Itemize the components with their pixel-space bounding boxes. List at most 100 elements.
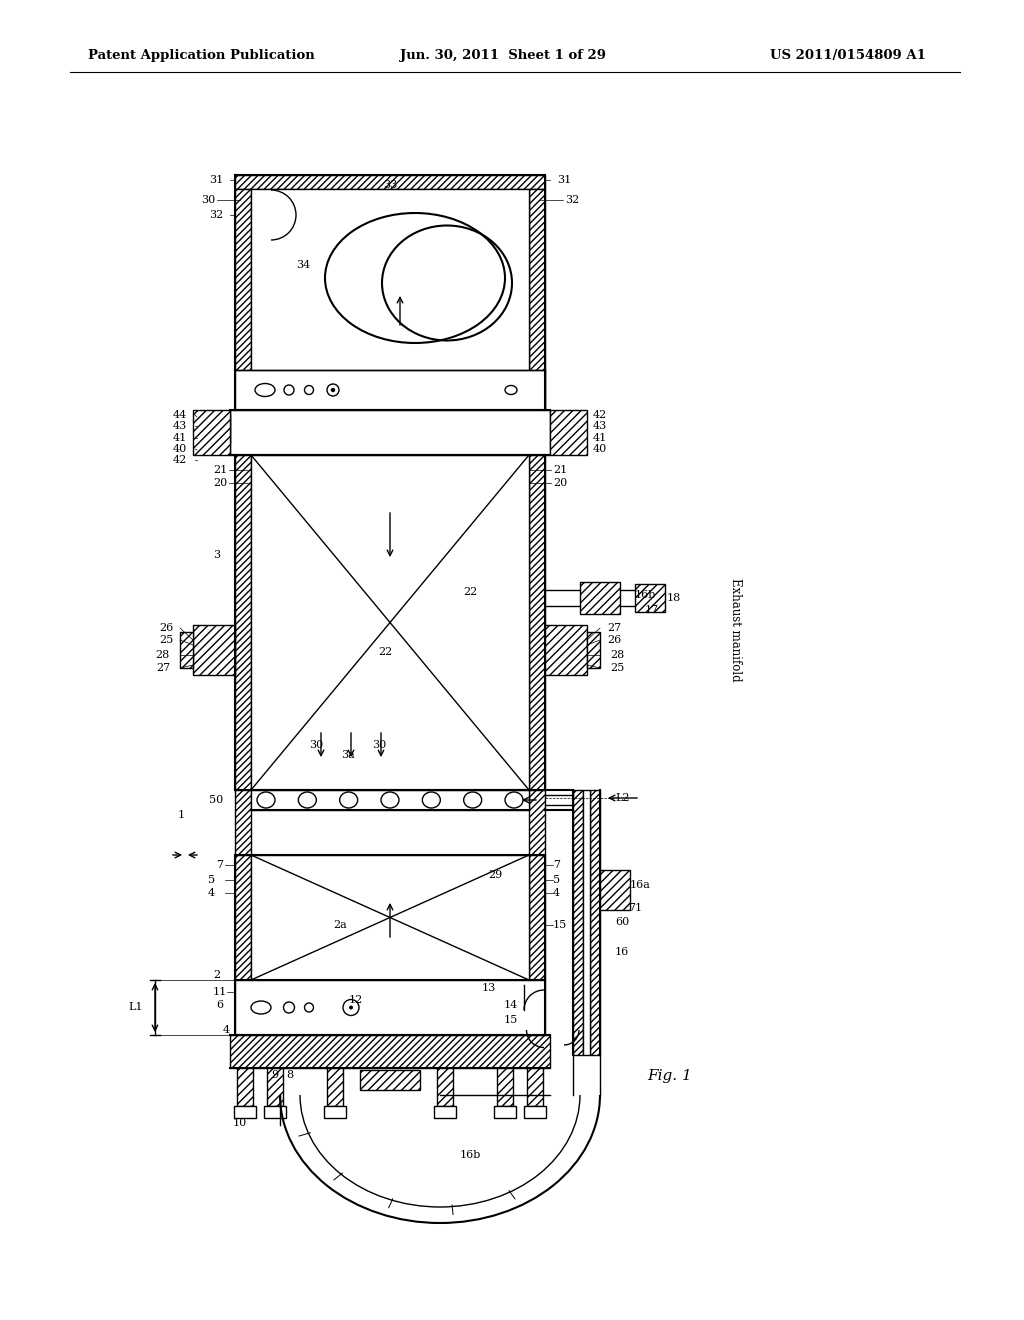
Text: 34: 34 [296,260,310,271]
Polygon shape [434,1106,456,1118]
Text: 26: 26 [159,623,173,634]
Polygon shape [193,624,234,675]
Text: 15: 15 [553,920,567,931]
Polygon shape [580,582,620,614]
Text: 4: 4 [553,888,560,898]
Polygon shape [529,189,545,411]
Text: 3a: 3a [341,750,355,760]
Text: 30: 30 [372,741,386,750]
Text: 16a: 16a [630,880,651,890]
Polygon shape [587,632,600,668]
Polygon shape [527,1068,543,1106]
Polygon shape [251,789,529,810]
Text: 31: 31 [557,176,571,185]
Text: 21: 21 [213,465,227,475]
Text: 17: 17 [645,605,659,615]
Polygon shape [437,1068,453,1106]
Polygon shape [583,789,590,1055]
Text: 26: 26 [607,635,622,645]
Text: 44: 44 [173,411,187,420]
Polygon shape [234,855,251,979]
Polygon shape [267,1068,283,1106]
Text: 71: 71 [628,903,642,913]
Text: 11: 11 [213,987,227,997]
Polygon shape [193,411,230,455]
Text: 32: 32 [565,195,580,205]
Polygon shape [251,455,529,789]
Text: 16b: 16b [635,590,656,601]
Polygon shape [494,1106,516,1118]
Text: 10: 10 [232,1118,247,1129]
Text: L1: L1 [128,1002,143,1012]
Text: 33: 33 [383,180,397,190]
Polygon shape [550,411,587,455]
Text: 41: 41 [593,433,607,444]
Text: Jun. 30, 2011  Sheet 1 of 29: Jun. 30, 2011 Sheet 1 of 29 [400,49,606,62]
Text: Fig. 1: Fig. 1 [647,1069,692,1082]
Polygon shape [237,1068,253,1106]
Text: 18: 18 [667,593,681,603]
Polygon shape [234,979,545,1035]
Text: Exhaust manifold: Exhaust manifold [728,578,741,682]
Text: 31: 31 [209,176,223,185]
Text: 15: 15 [504,1015,518,1026]
Text: US 2011/0154809 A1: US 2011/0154809 A1 [770,49,926,62]
Polygon shape [264,1106,286,1118]
Polygon shape [524,1106,546,1118]
Polygon shape [529,855,545,979]
Text: 3: 3 [213,550,220,560]
Text: 29: 29 [487,870,502,880]
Text: 40: 40 [593,444,607,454]
Text: 14: 14 [504,1001,518,1010]
Polygon shape [324,1106,346,1118]
Text: 22: 22 [378,647,392,657]
Polygon shape [590,789,600,1055]
Polygon shape [573,789,583,1055]
Text: 41: 41 [173,433,187,444]
Text: 4: 4 [223,1026,230,1035]
Text: Patent Application Publication: Patent Application Publication [88,49,314,62]
Text: 50: 50 [209,795,223,805]
Polygon shape [197,434,230,444]
Polygon shape [234,789,251,855]
Text: 16: 16 [615,946,630,957]
Text: 8: 8 [287,1071,294,1080]
Text: L2: L2 [615,793,630,803]
Text: 20: 20 [213,478,227,488]
Text: 9: 9 [271,1071,279,1080]
Polygon shape [529,789,545,855]
Text: 30: 30 [309,741,324,750]
Polygon shape [197,424,230,434]
Text: 40: 40 [173,444,187,454]
Polygon shape [327,1068,343,1106]
Text: 30: 30 [201,195,215,205]
Text: 42: 42 [593,411,607,420]
Polygon shape [545,624,587,675]
Text: 43: 43 [173,421,187,432]
Text: 5: 5 [553,875,560,884]
Polygon shape [234,370,545,411]
Polygon shape [635,583,665,612]
Text: 7: 7 [553,861,560,870]
Polygon shape [251,855,529,979]
Text: 7: 7 [216,861,223,870]
Polygon shape [600,870,630,909]
Polygon shape [234,176,545,189]
Text: 21: 21 [553,465,567,475]
Text: 2a: 2a [333,920,347,931]
Text: 25: 25 [610,663,625,673]
Text: 28: 28 [610,649,625,660]
Polygon shape [360,1071,420,1090]
Text: 27: 27 [156,663,170,673]
Polygon shape [529,455,545,789]
Text: 42: 42 [173,455,187,465]
Polygon shape [180,632,193,668]
Text: 32: 32 [209,210,223,220]
Ellipse shape [332,388,335,392]
Text: 2: 2 [213,970,220,979]
Text: 6: 6 [216,1001,223,1010]
Text: 5: 5 [208,875,215,884]
Text: 13: 13 [482,983,496,993]
Text: 20: 20 [553,478,567,488]
Polygon shape [234,189,251,411]
